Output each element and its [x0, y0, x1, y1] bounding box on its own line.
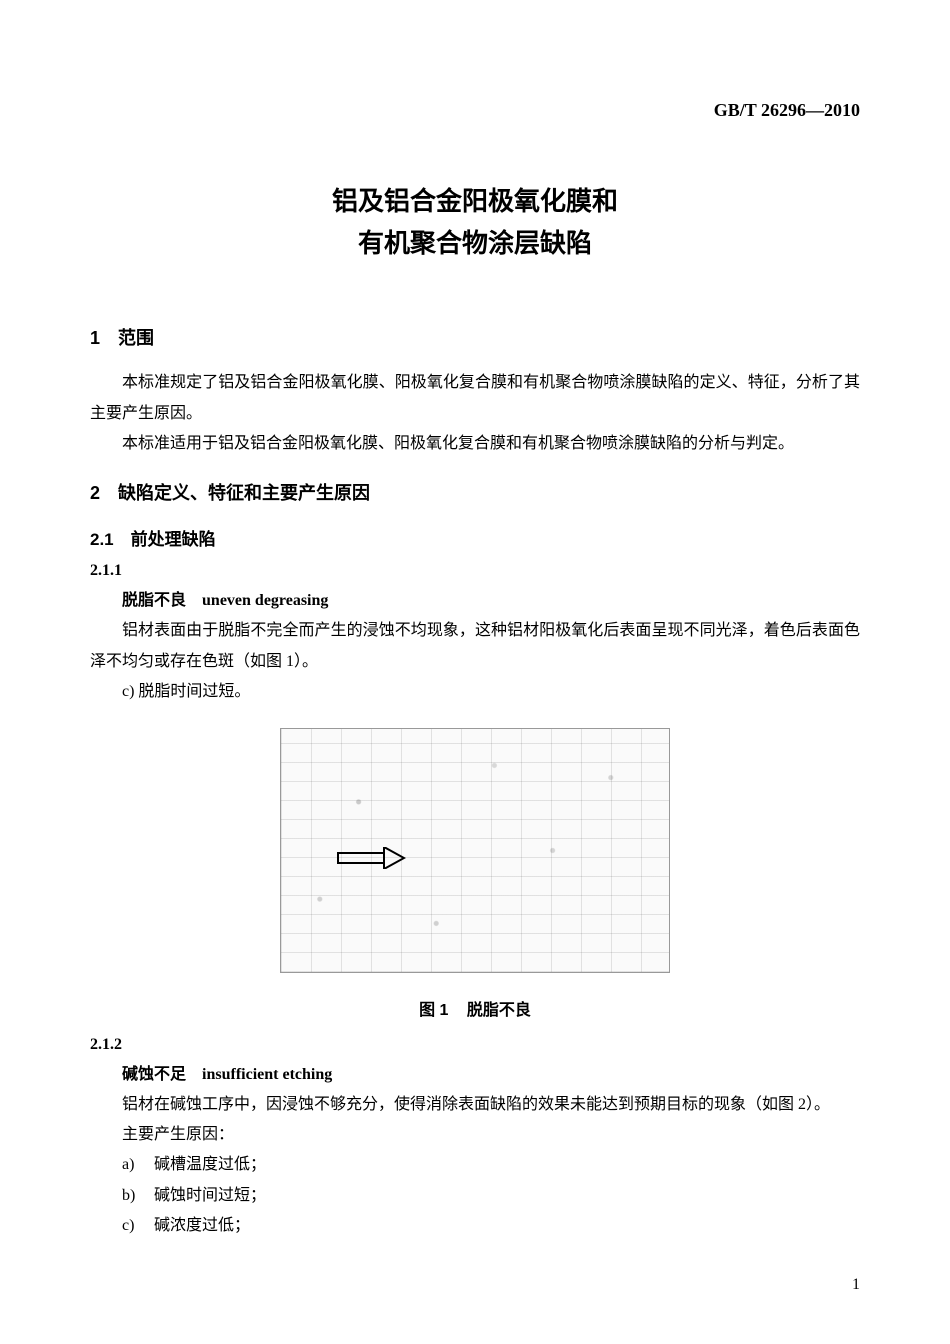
section-1-heading: 1 范围: [90, 324, 860, 350]
figure-1-caption: 图 1 脱脂不良: [90, 996, 860, 1020]
figure-1-image: [280, 728, 670, 973]
list-text: 碱浓度过低；: [154, 1217, 250, 1234]
clause-2-1-1-term: 脱脂不良 uneven degreasing: [90, 586, 860, 610]
list-marker: b): [122, 1181, 154, 1211]
figure-1-container: 图 1 脱脂不良: [90, 728, 860, 1020]
clause-2-1-1-number: 2.1.1: [90, 562, 860, 580]
term-en: uneven degreasing: [202, 592, 328, 609]
standard-code: GB/T 26296—2010: [90, 100, 860, 121]
subsection-2-1-heading: 2.1 前处理缺陷: [90, 525, 860, 550]
clause-2-1-2-term: 碱蚀不足 insufficient etching: [90, 1060, 860, 1084]
term-en: insufficient etching: [202, 1066, 332, 1083]
list-item: b)碱蚀时间过短；: [90, 1181, 860, 1211]
list-marker: c): [122, 1211, 154, 1241]
list-text: 碱槽温度过低；: [154, 1156, 266, 1173]
clause-2-1-1-cause: c) 脱脂时间过短。: [90, 677, 860, 707]
list-item: c)碱浓度过低；: [90, 1211, 860, 1241]
section-1-para-2: 本标准适用于铝及铝合金阳极氧化膜、阳极氧化复合膜和有机聚合物喷涂膜缺陷的分析与判…: [90, 429, 860, 459]
page-number: 1: [852, 1276, 860, 1294]
clause-2-1-2-desc: 铝材在碱蚀工序中，因浸蚀不够充分，使得消除表面缺陷的效果未能达到预期目标的现象（…: [90, 1090, 860, 1120]
section-2-heading: 2 缺陷定义、特征和主要产生原因: [90, 479, 860, 505]
list-text: 碱蚀时间过短；: [154, 1187, 266, 1204]
term-cn: 碱蚀不足: [122, 1066, 186, 1083]
list-marker: a): [122, 1150, 154, 1180]
arrow-icon: [336, 847, 406, 869]
clause-2-1-1-desc: 铝材表面由于脱脂不完全而产生的浸蚀不均现象，这种铝材阳极氧化后表面呈现不同光泽，…: [90, 616, 860, 677]
clause-2-1-2-number: 2.1.2: [90, 1036, 860, 1054]
title-line-1: 铝及铝合金阳极氧化膜和: [90, 181, 860, 223]
term-cn: 脱脂不良: [122, 592, 186, 609]
clause-2-1-2-reason-intro: 主要产生原因：: [90, 1120, 860, 1150]
figure-1-caption-text: 脱脂不良: [467, 1002, 531, 1019]
document-title: 铝及铝合金阳极氧化膜和 有机聚合物涂层缺陷: [90, 181, 860, 264]
title-line-2: 有机聚合物涂层缺陷: [90, 223, 860, 265]
section-1-para-1: 本标准规定了铝及铝合金阳极氧化膜、阳极氧化复合膜和有机聚合物喷涂膜缺陷的定义、特…: [90, 368, 860, 429]
list-item: a)碱槽温度过低；: [90, 1150, 860, 1180]
figure-1-number: 图 1: [419, 1002, 448, 1019]
